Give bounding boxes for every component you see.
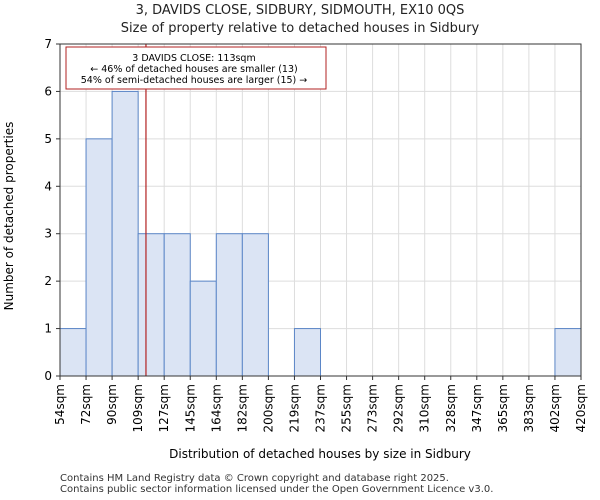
chart-subtitle: Size of property relative to detached ho… (120, 21, 480, 36)
x-tick-label: 90sqm (105, 384, 119, 425)
x-tick-label: 420sqm (574, 384, 588, 432)
x-tick-label: 54sqm (53, 384, 67, 425)
bars (59, 90, 582, 377)
y-tick-label: 6 (44, 84, 52, 98)
x-tick-label: 402sqm (548, 384, 562, 432)
bar-72sqm (85, 138, 113, 377)
annotation-line: ← 46% of detached houses are smaller (13… (90, 64, 297, 75)
footer-licence: Contains public sector information licen… (60, 484, 494, 495)
y-tick-label: 7 (44, 37, 52, 51)
y-tick-label: 0 (44, 369, 52, 383)
chart-title: 3, DAVIDS CLOSE, SIDBURY, SIDMOUTH, EX10… (135, 3, 465, 18)
x-ticks: 54sqm 72sqm 90sqm 109sqm 127sqm 145sqm 164sqm 1… (53, 376, 588, 432)
bar-182sqm (241, 233, 269, 377)
y-tick-label: 3 (44, 227, 52, 241)
x-tick-label: 255sqm (340, 384, 354, 432)
y-tick-label: 2 (44, 274, 52, 288)
x-tick-label: 145sqm (183, 384, 197, 432)
x-tick-label: 182sqm (235, 384, 249, 432)
y-tick-label: 1 (44, 322, 52, 336)
x-tick-label: 273sqm (366, 384, 380, 432)
x-tick-label: 365sqm (496, 384, 510, 432)
x-tick-label: 219sqm (287, 384, 301, 432)
x-tick-label: 347sqm (470, 384, 484, 432)
x-tick-label: 200sqm (261, 384, 275, 432)
x-tick-label: 237sqm (314, 384, 328, 432)
x-axis-label: Distribution of detached houses by size … (169, 447, 471, 461)
x-tick-label: 72sqm (79, 384, 93, 425)
x-tick-label: 383sqm (522, 384, 536, 432)
bar-54sqm (59, 328, 87, 377)
annotation-line: 54% of semi-detached houses are larger (… (81, 75, 308, 86)
x-tick-label: 164sqm (209, 384, 223, 432)
x-tick-label: 127sqm (157, 384, 171, 432)
x-tick-label: 328sqm (444, 384, 458, 432)
bar-164sqm (215, 233, 243, 377)
footer-copyright: Contains HM Land Registry data © Crown c… (60, 473, 449, 484)
marker-group: 3 DAVIDS CLOSE: 113sqm← 46% of detached … (65, 44, 327, 376)
bar-219sqm (293, 328, 322, 377)
bar-145sqm (189, 280, 217, 377)
annotation-box (65, 46, 327, 90)
x-tick-label: 310sqm (418, 384, 432, 432)
bar-402sqm (554, 328, 582, 377)
y-ticks: 0 1 2 3 4 5 6 7 (44, 37, 60, 383)
y-tick-label: 4 (44, 179, 52, 193)
x-tick-label: 292sqm (392, 384, 406, 432)
y-axis-label: Number of detached properties (2, 122, 16, 311)
y-tick-label: 5 (44, 132, 52, 146)
bar-109sqm (137, 233, 165, 377)
x-tick-label: 109sqm (131, 384, 145, 432)
bar-127sqm (163, 233, 191, 377)
bar-90sqm (111, 90, 139, 377)
annotation-line: 3 DAVIDS CLOSE: 113sqm (132, 53, 255, 64)
